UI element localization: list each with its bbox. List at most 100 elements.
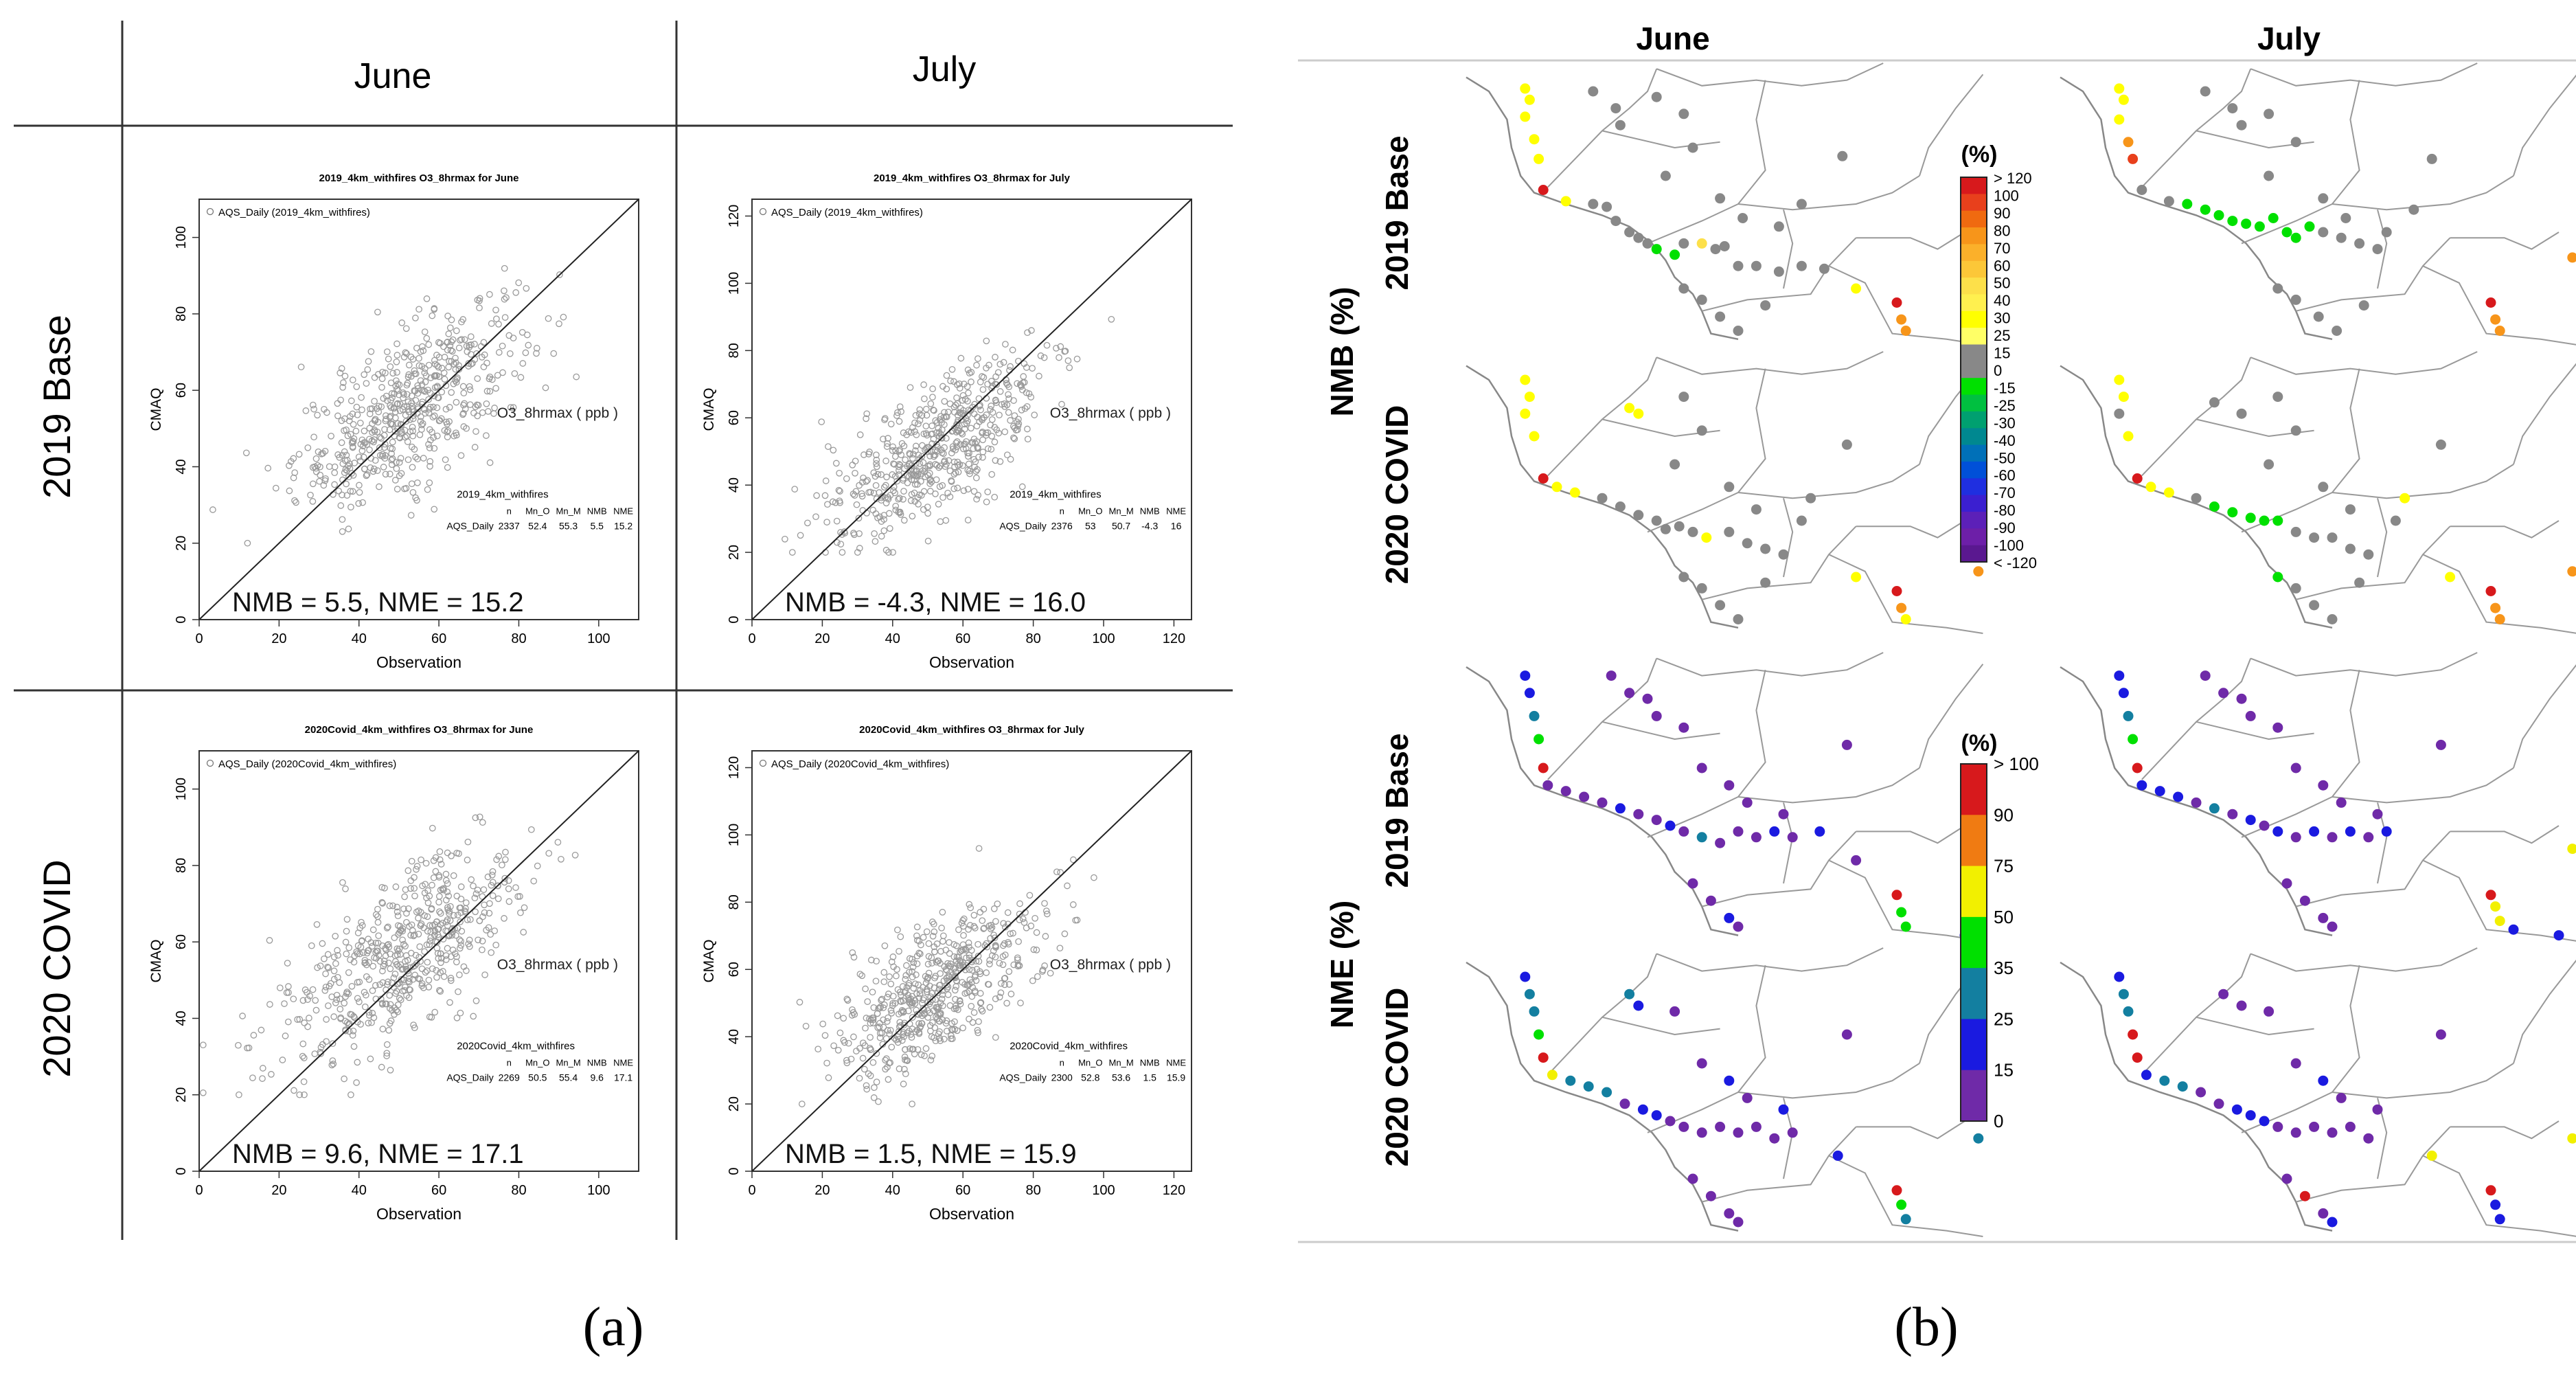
scatter-point <box>460 389 468 397</box>
scatter-point <box>300 1078 308 1085</box>
scatter-point <box>345 462 352 470</box>
scatter-point <box>872 978 880 985</box>
scatter-point <box>485 924 492 931</box>
scatter-point <box>449 336 457 343</box>
scatter-point <box>959 462 966 469</box>
y-tick-label: 40 <box>727 1029 742 1044</box>
scatter-point <box>927 1057 935 1063</box>
scatter-point <box>512 289 520 296</box>
scatter-point <box>839 531 846 538</box>
scatter-point <box>961 990 969 997</box>
scatter-point <box>1002 341 1009 348</box>
stats-run: 2020Covid_4km_withfires <box>1010 1041 1128 1052</box>
scatter-point <box>978 1006 985 1013</box>
scatter-point <box>428 905 435 913</box>
scatter-point <box>977 990 984 997</box>
legend-swatch <box>1961 227 1987 245</box>
station-dot <box>1733 826 1744 837</box>
map-border <box>2513 74 2576 177</box>
station-dot <box>1642 693 1653 704</box>
one-to-one-line <box>198 199 639 620</box>
scatter-point <box>382 412 389 419</box>
station-dot <box>1796 515 1807 526</box>
scatter-point <box>415 362 423 370</box>
scatter-point <box>493 315 500 323</box>
stats-value: 17.1 <box>614 1072 632 1083</box>
scatter-point <box>882 482 889 489</box>
scatter-point <box>338 439 345 447</box>
scatter-point <box>886 973 893 980</box>
station-dot <box>2494 1214 2505 1225</box>
nmb-nme-annotation: NMB = 5.5, NME = 15.2 <box>232 587 524 618</box>
station-dot <box>2272 392 2283 403</box>
scatter-point <box>855 515 863 522</box>
station-dot <box>1851 855 1862 866</box>
scatter-point <box>470 882 477 890</box>
scatter-point <box>361 956 369 964</box>
scatter-point <box>1003 401 1011 409</box>
station-dot <box>2290 763 2301 773</box>
scatter-point <box>958 429 965 436</box>
scatter-point <box>938 995 946 1003</box>
nmb-color-legend: (%) > 1201009080706050403025150-15-25-30… <box>1960 142 2037 572</box>
scatter-point <box>425 396 432 403</box>
scatter-point <box>431 384 439 391</box>
scatter-point <box>369 962 377 970</box>
scatter-point <box>964 517 972 523</box>
scatter-point <box>908 490 915 498</box>
scatter-point <box>863 1015 870 1021</box>
scatter-point <box>971 925 979 931</box>
scatter-point <box>402 349 409 357</box>
station-dot <box>1524 94 1535 105</box>
scatter-point <box>501 287 508 295</box>
scatter-point <box>788 549 796 556</box>
scatter-point <box>925 940 933 947</box>
scatter-point <box>920 934 927 941</box>
scatter-point <box>947 960 954 967</box>
scatter-point <box>418 381 426 388</box>
scatter-point <box>457 1009 464 1017</box>
scatter-point <box>307 491 314 499</box>
scatter-point <box>887 420 895 428</box>
legend-tick-label: 15 <box>1994 345 2010 362</box>
scatter-point <box>913 923 921 931</box>
panel-a: June July 2019 Base 2020 COVID 2019_4km_… <box>14 21 1233 1357</box>
scatter-point <box>426 892 433 900</box>
station-dot <box>1669 249 1680 260</box>
scatter-point <box>862 1024 869 1032</box>
scatter-point <box>884 993 891 1001</box>
map-border <box>2513 664 2576 769</box>
scatter-point <box>977 999 985 1006</box>
scatter-point <box>489 892 497 899</box>
scatter-point <box>517 374 525 381</box>
scatter-point <box>441 354 448 361</box>
scatter-point <box>977 379 984 385</box>
stats-value: 53.6 <box>1112 1072 1130 1083</box>
scatter-point <box>284 1018 292 1026</box>
y-tick-label: 0 <box>174 1167 189 1175</box>
scatter-point <box>527 826 535 833</box>
scatter-point <box>447 977 455 984</box>
scatter-point <box>554 839 562 846</box>
scatter-point <box>924 537 932 545</box>
station-dot <box>2245 710 2256 721</box>
scatter-point <box>829 498 836 506</box>
station-dot <box>1524 392 1535 403</box>
scatter-point <box>417 922 424 929</box>
scatter-point <box>931 928 938 936</box>
map-row-label-nme-2020: 2020 COVID <box>1379 988 1415 1167</box>
station-dot <box>1696 832 1707 843</box>
scatter-point <box>404 373 412 381</box>
scatter-point <box>429 965 436 973</box>
scatter-point <box>956 997 964 1005</box>
scatter-point <box>424 958 431 966</box>
scatter-point <box>933 447 941 455</box>
station-dot <box>2163 487 2174 498</box>
scatter-point <box>1007 417 1014 424</box>
scatter-point <box>922 445 930 452</box>
station-dot <box>2123 137 2134 148</box>
scatter-point <box>440 885 447 892</box>
legend-swatch <box>1961 361 1987 379</box>
scatter-point <box>363 471 371 478</box>
